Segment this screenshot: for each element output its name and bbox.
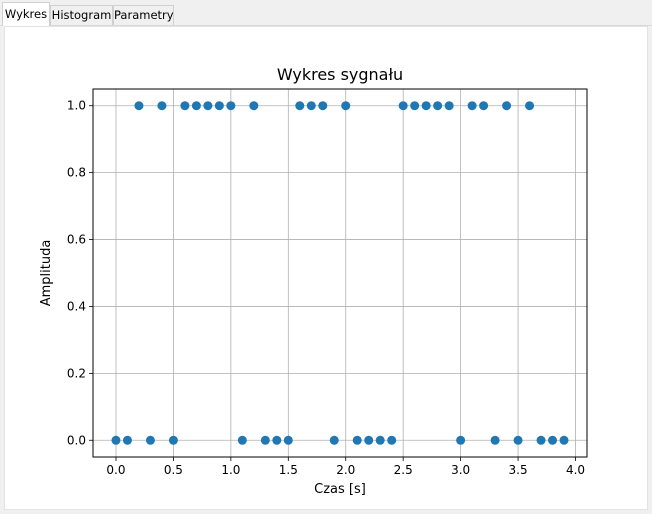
- data-point: [433, 101, 443, 111]
- x-axis-label: Czas [s]: [314, 482, 366, 497]
- tab-wykres-label: Wykres: [4, 7, 48, 21]
- y-tick-label: 0.6: [67, 233, 86, 247]
- data-point: [387, 435, 397, 445]
- data-point: [203, 101, 213, 111]
- data-point: [214, 101, 224, 111]
- y-tick-label: 1.0: [67, 99, 86, 113]
- data-point: [295, 101, 305, 111]
- data-points: [111, 101, 569, 445]
- data-point: [318, 101, 328, 111]
- x-tick-label: 0.0: [106, 463, 125, 477]
- y-tick-label: 0.8: [67, 166, 86, 180]
- data-point: [456, 435, 466, 445]
- data-point: [249, 101, 259, 111]
- signal-chart: 0.0 0.5 1.0 1.5 2.0 2.5 3.0 3.5 4.0 0.0 0.2 0.4 0.6 0…: [11, 31, 643, 509]
- x-tick-label: 2.5: [394, 463, 413, 477]
- chart-title: Wykres sygnału: [277, 65, 403, 84]
- data-point: [237, 435, 247, 445]
- data-point: [398, 101, 408, 111]
- y-tick-label: 0.4: [67, 299, 86, 313]
- x-tick-label: 3.0: [451, 463, 470, 477]
- data-point: [226, 101, 236, 111]
- tab-parametry[interactable]: Parametry: [113, 5, 174, 25]
- x-tick-label: 1.0: [221, 463, 240, 477]
- data-point: [559, 435, 569, 445]
- data-point: [180, 101, 190, 111]
- data-point: [513, 435, 523, 445]
- y-tick-label: 0.0: [67, 433, 86, 447]
- data-point: [364, 435, 374, 445]
- axes-border: [92, 88, 588, 458]
- x-tick-label: 4.0: [566, 463, 585, 477]
- data-point: [191, 101, 201, 111]
- x-tick-label: 0.5: [164, 463, 183, 477]
- data-point: [352, 435, 362, 445]
- axis-ticks: 0.0 0.5 1.0 1.5 2.0 2.5 3.0 3.5 4.0 0.0 0.2 0.4 0.6 0…: [67, 99, 585, 477]
- tab-histogram-label: Histogram: [51, 8, 112, 22]
- y-axis-label: Amplituda: [39, 240, 54, 307]
- data-point: [490, 435, 500, 445]
- data-point: [157, 101, 167, 111]
- grid-lines: [93, 89, 587, 457]
- tab-histogram[interactable]: Histogram: [50, 5, 113, 25]
- data-point: [548, 435, 558, 445]
- data-point: [134, 101, 144, 111]
- data-point: [525, 101, 535, 111]
- data-point: [421, 101, 431, 111]
- plot-background: [11, 31, 643, 509]
- tab-parametry-label: Parametry: [114, 8, 174, 22]
- tab-panel-wykres: 0.0 0.5 1.0 1.5 2.0 2.5 3.0 3.5 4.0 0.0 0.2 0.4 0.6 0…: [4, 26, 648, 510]
- data-point: [168, 435, 178, 445]
- x-tick-label: 3.5: [509, 463, 528, 477]
- data-point: [467, 101, 477, 111]
- tab-bar: Wykres Histogram Parametry: [0, 0, 652, 26]
- plot-figure: 0.0 0.5 1.0 1.5 2.0 2.5 3.0 3.5 4.0 0.0 0.2 0.4 0.6 0…: [11, 31, 643, 509]
- tab-wykres[interactable]: Wykres: [2, 2, 50, 26]
- axes-frame: [92, 88, 588, 458]
- data-point: [329, 435, 339, 445]
- data-point: [341, 101, 351, 111]
- data-point: [444, 101, 454, 111]
- data-point: [502, 101, 512, 111]
- data-point: [536, 435, 546, 445]
- data-point: [272, 435, 282, 445]
- data-point: [410, 101, 420, 111]
- data-point: [145, 435, 155, 445]
- x-tick-label: 2.0: [336, 463, 355, 477]
- data-point: [375, 435, 385, 445]
- data-point: [122, 435, 132, 445]
- data-point: [306, 101, 316, 111]
- y-tick-label: 0.2: [67, 366, 86, 380]
- data-point: [283, 435, 293, 445]
- data-point: [479, 101, 489, 111]
- data-point: [111, 435, 121, 445]
- x-tick-label: 1.5: [279, 463, 298, 477]
- data-point: [260, 435, 270, 445]
